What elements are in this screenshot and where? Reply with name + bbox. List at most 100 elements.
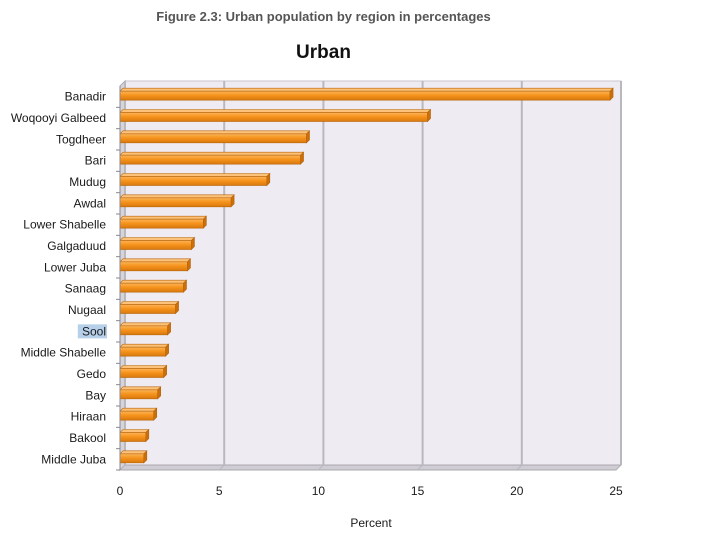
bar-end-face — [183, 279, 187, 293]
bar-front-face — [119, 453, 145, 464]
bar-top-face — [119, 130, 311, 135]
bar-top-face — [119, 450, 148, 455]
gridline-floor — [615, 464, 622, 471]
bar-end-face — [427, 108, 431, 123]
category-label: Middle Juba — [41, 452, 106, 466]
label-highlight — [77, 324, 107, 339]
bar-front-face — [119, 282, 184, 293]
category-label: Sool — [82, 324, 106, 338]
bar — [119, 194, 235, 208]
bar — [119, 258, 192, 272]
bar-top-face — [119, 365, 168, 369]
bar-front-face — [119, 176, 268, 186]
bar — [119, 322, 172, 336]
bars — [119, 87, 614, 464]
category-label: Togdheer — [56, 132, 106, 146]
bar — [119, 130, 311, 144]
chart-title: Urban — [296, 42, 351, 63]
x-tick-label: 0 — [117, 484, 124, 498]
category-label: Bakool — [69, 431, 106, 445]
gridline-floor — [417, 464, 423, 471]
bar-top-face — [119, 407, 158, 412]
bar-end-face — [609, 87, 614, 101]
category-label: Bay — [85, 388, 106, 402]
bar-top-face — [119, 343, 170, 348]
bar-front-face — [119, 389, 158, 400]
category-label: Gedo — [77, 367, 107, 381]
x-axis-title: Percent — [350, 516, 392, 530]
x-tick-label: 10 — [312, 484, 326, 498]
bar-end-face — [191, 236, 195, 251]
category-label: Awdal — [74, 196, 106, 210]
bar-end-face — [143, 450, 148, 464]
plot-back-wall — [124, 80, 622, 466]
category-label: Lower Shabelle — [23, 218, 106, 232]
category-label: Nugaal — [68, 303, 106, 317]
bar-front-face — [119, 432, 147, 442]
bar-top-face — [119, 301, 180, 305]
bar-top-face — [119, 87, 614, 92]
bar — [119, 215, 208, 229]
bar-end-face — [266, 172, 271, 187]
gridlines — [119, 81, 622, 471]
x-tick-label: 15 — [411, 484, 425, 498]
bar — [119, 87, 614, 101]
plot-floor — [118, 464, 623, 471]
bar — [119, 236, 196, 251]
bar-front-face — [119, 90, 611, 101]
bar-front-face — [119, 218, 204, 229]
bar-front-face — [119, 154, 301, 165]
bar-top-face — [119, 151, 305, 156]
bar-front-face — [119, 240, 192, 250]
bar — [119, 300, 180, 315]
bar-top-face — [119, 258, 192, 263]
x-tick-label: 5 — [216, 484, 223, 498]
category-label: Banadir — [65, 90, 106, 104]
x-tick-labels: 0 5 10 15 20 25 — [117, 484, 623, 498]
bar-front-face — [119, 112, 428, 122]
bar-end-face — [157, 386, 161, 400]
gridline-floor — [218, 464, 225, 471]
bar-end-face — [163, 364, 167, 379]
bar-front-face — [119, 325, 168, 336]
bar-end-face — [306, 130, 310, 144]
bar-front-face — [119, 304, 176, 314]
x-tick-label: 20 — [510, 484, 524, 498]
category-label: Bari — [85, 154, 106, 168]
bar-top-face — [119, 109, 432, 113]
category-label: Lower Juba — [44, 260, 106, 274]
gridline-floor — [318, 464, 324, 471]
category-label: Middle Shabelle — [21, 346, 107, 360]
bar — [119, 364, 168, 379]
bar — [119, 428, 150, 443]
bar — [119, 450, 148, 464]
bar-top-face — [119, 194, 235, 199]
bar — [119, 343, 170, 357]
bar-top-face — [119, 173, 271, 177]
bar — [119, 279, 188, 293]
bar-front-face — [119, 197, 232, 208]
bar-front-face — [119, 410, 155, 421]
bar-end-face — [203, 215, 207, 229]
bar-end-face — [165, 343, 169, 357]
bar — [119, 407, 158, 421]
bar-front-face — [119, 133, 307, 144]
bar-end-face — [153, 407, 158, 421]
bar-top-face — [119, 279, 188, 284]
bar-front-face — [119, 346, 166, 357]
x-tick-label: 25 — [609, 484, 623, 498]
axes — [116, 86, 121, 471]
bar-front-face — [119, 261, 188, 272]
bar-top-face — [119, 215, 208, 220]
bar-top-face — [119, 237, 196, 241]
gridline-floor — [516, 464, 523, 471]
bar-end-face — [145, 428, 150, 443]
category-label: Sanaag — [65, 282, 106, 296]
category-label: Galgaduud — [47, 239, 106, 253]
category-label: Mudug — [69, 175, 106, 189]
bar — [119, 172, 271, 187]
bar-top-face — [119, 322, 172, 327]
bar — [119, 386, 162, 400]
figure-caption: Figure 2.3: Urban population by region i… — [156, 9, 491, 24]
